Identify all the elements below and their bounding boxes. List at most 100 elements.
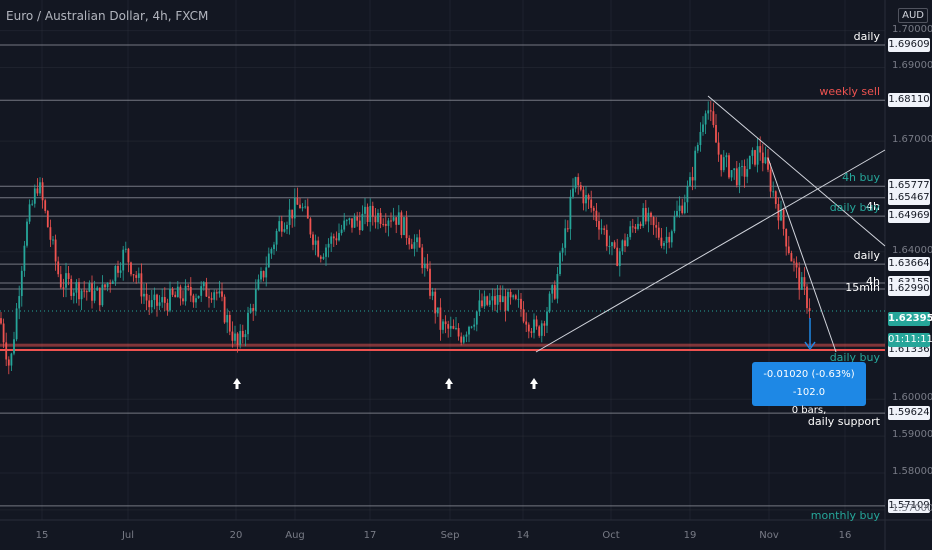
candle-body (595, 210, 598, 222)
candle-body (590, 199, 593, 208)
candle-body (169, 288, 171, 311)
candle-body (585, 194, 587, 204)
level-price-tag: 1.57109 (888, 498, 930, 513)
candle-body (754, 150, 756, 165)
candle-body (603, 228, 606, 230)
candle-body (20, 270, 23, 297)
measure-arrow-head (804, 341, 816, 351)
candle-body (668, 236, 671, 243)
candle-body (317, 240, 320, 257)
candle-body (512, 295, 515, 298)
candle-body (145, 293, 148, 301)
candle-body (325, 247, 327, 257)
candle-body (681, 205, 684, 214)
currency-badge[interactable]: AUD (898, 8, 928, 23)
candle-body (397, 212, 400, 225)
candle-body (197, 295, 200, 299)
candle-body (561, 247, 564, 253)
candle-body (689, 177, 691, 186)
candle-body (434, 291, 437, 314)
candle-body (483, 296, 486, 307)
candle-body (803, 277, 806, 287)
candle-body (184, 285, 187, 302)
candle-body (470, 326, 473, 328)
y-tick-label: 1.58000 (892, 465, 932, 477)
candle-body (187, 285, 190, 287)
candle-body (348, 218, 351, 221)
candle-body (234, 333, 236, 341)
measure-change: -0.01020 (-0.63%) -102.0 (763, 369, 855, 398)
candle-body (36, 188, 39, 194)
candle-body (231, 331, 234, 341)
candle-body (416, 237, 418, 243)
candle-body (509, 291, 512, 298)
candle-body (431, 291, 434, 296)
candle-body (517, 298, 520, 300)
candle-body (460, 336, 463, 343)
candle-body (556, 274, 559, 299)
candle-body (286, 224, 288, 230)
trendline-rising[interactable] (535, 149, 886, 353)
candle-body (65, 273, 67, 288)
candle-body (730, 170, 733, 178)
candle-body (254, 289, 257, 311)
candle-body (442, 321, 444, 330)
candle-body (192, 295, 195, 303)
candle-body (41, 182, 44, 201)
candle-body (10, 353, 13, 366)
candle-body (7, 359, 10, 366)
candle-body (23, 245, 26, 271)
candle-body (101, 284, 104, 306)
x-tick-label: 15 (35, 530, 49, 541)
candle-body (717, 142, 720, 155)
trendline-steep[interactable] (767, 157, 837, 353)
candle-body (663, 243, 665, 246)
candle-body (75, 282, 78, 293)
candle-body (421, 247, 424, 269)
candle-body (52, 239, 54, 241)
x-tick-label: 17 (363, 530, 377, 541)
candle-body (494, 296, 496, 305)
candle-body (91, 283, 93, 301)
candle-body (577, 177, 580, 186)
candle-body (166, 302, 169, 311)
candle-body (644, 208, 647, 222)
candle-body (462, 336, 465, 343)
candle-body (629, 226, 632, 238)
candle-body (319, 256, 322, 259)
candle-body (345, 220, 348, 222)
candle-body (574, 177, 577, 189)
candle-body (111, 281, 114, 284)
candle-body (330, 236, 333, 244)
candle-body (655, 225, 658, 228)
candle-body (132, 274, 135, 276)
candle-body (540, 323, 543, 336)
candle-body (236, 333, 239, 345)
candle-body (340, 229, 343, 234)
candle-body (501, 296, 504, 303)
candle-body (93, 290, 96, 301)
candle-body (39, 182, 41, 194)
level-price-tag: 1.68110 (888, 93, 930, 108)
candle-body (600, 228, 603, 230)
candle-body (293, 197, 296, 219)
x-tick-label: Jul (121, 530, 135, 541)
candle-body (96, 287, 99, 291)
candle-body (743, 166, 746, 177)
trendline-falling[interactable] (707, 95, 886, 247)
candle-body (122, 249, 125, 271)
level-price-tag: 1.59624 (888, 406, 930, 421)
level-label: daily buy (829, 201, 880, 215)
candle-body (566, 228, 569, 230)
candle-body (130, 262, 132, 275)
candle-body (647, 212, 650, 222)
candle-body (652, 217, 655, 226)
candle-body (208, 296, 210, 299)
candle-body (366, 206, 369, 222)
x-tick-label: Aug (285, 530, 305, 541)
candle-body (59, 274, 62, 288)
candle-body (553, 285, 556, 299)
candle-body (587, 194, 590, 200)
candle-body (795, 262, 798, 268)
